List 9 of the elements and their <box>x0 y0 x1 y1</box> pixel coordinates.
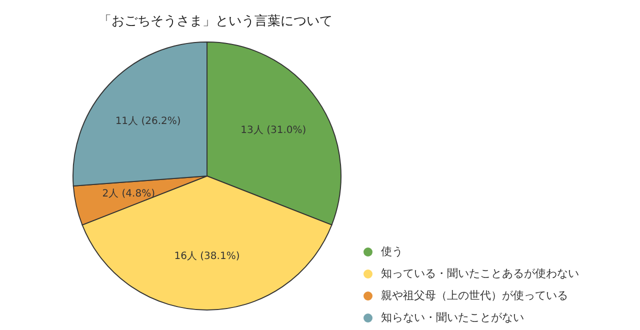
legend-label: 知らない・聞いたことがない <box>381 310 524 326</box>
legend-label: 使う <box>381 244 403 260</box>
legend-label: 親や祖父母（上の世代）が使っている <box>381 288 568 304</box>
data-label: 2人 (4.8%) <box>102 188 156 200</box>
data-label: 16人 (38.1%) <box>174 250 240 262</box>
data-label: 13人 (31.0%) <box>240 125 306 136</box>
data-label: 11人 (26.2%) <box>115 116 181 127</box>
chart-title: 「おごちそうさま」という言葉について <box>98 13 334 31</box>
legend-label: 知っている・聞いたことあるが使わない <box>381 266 579 282</box>
